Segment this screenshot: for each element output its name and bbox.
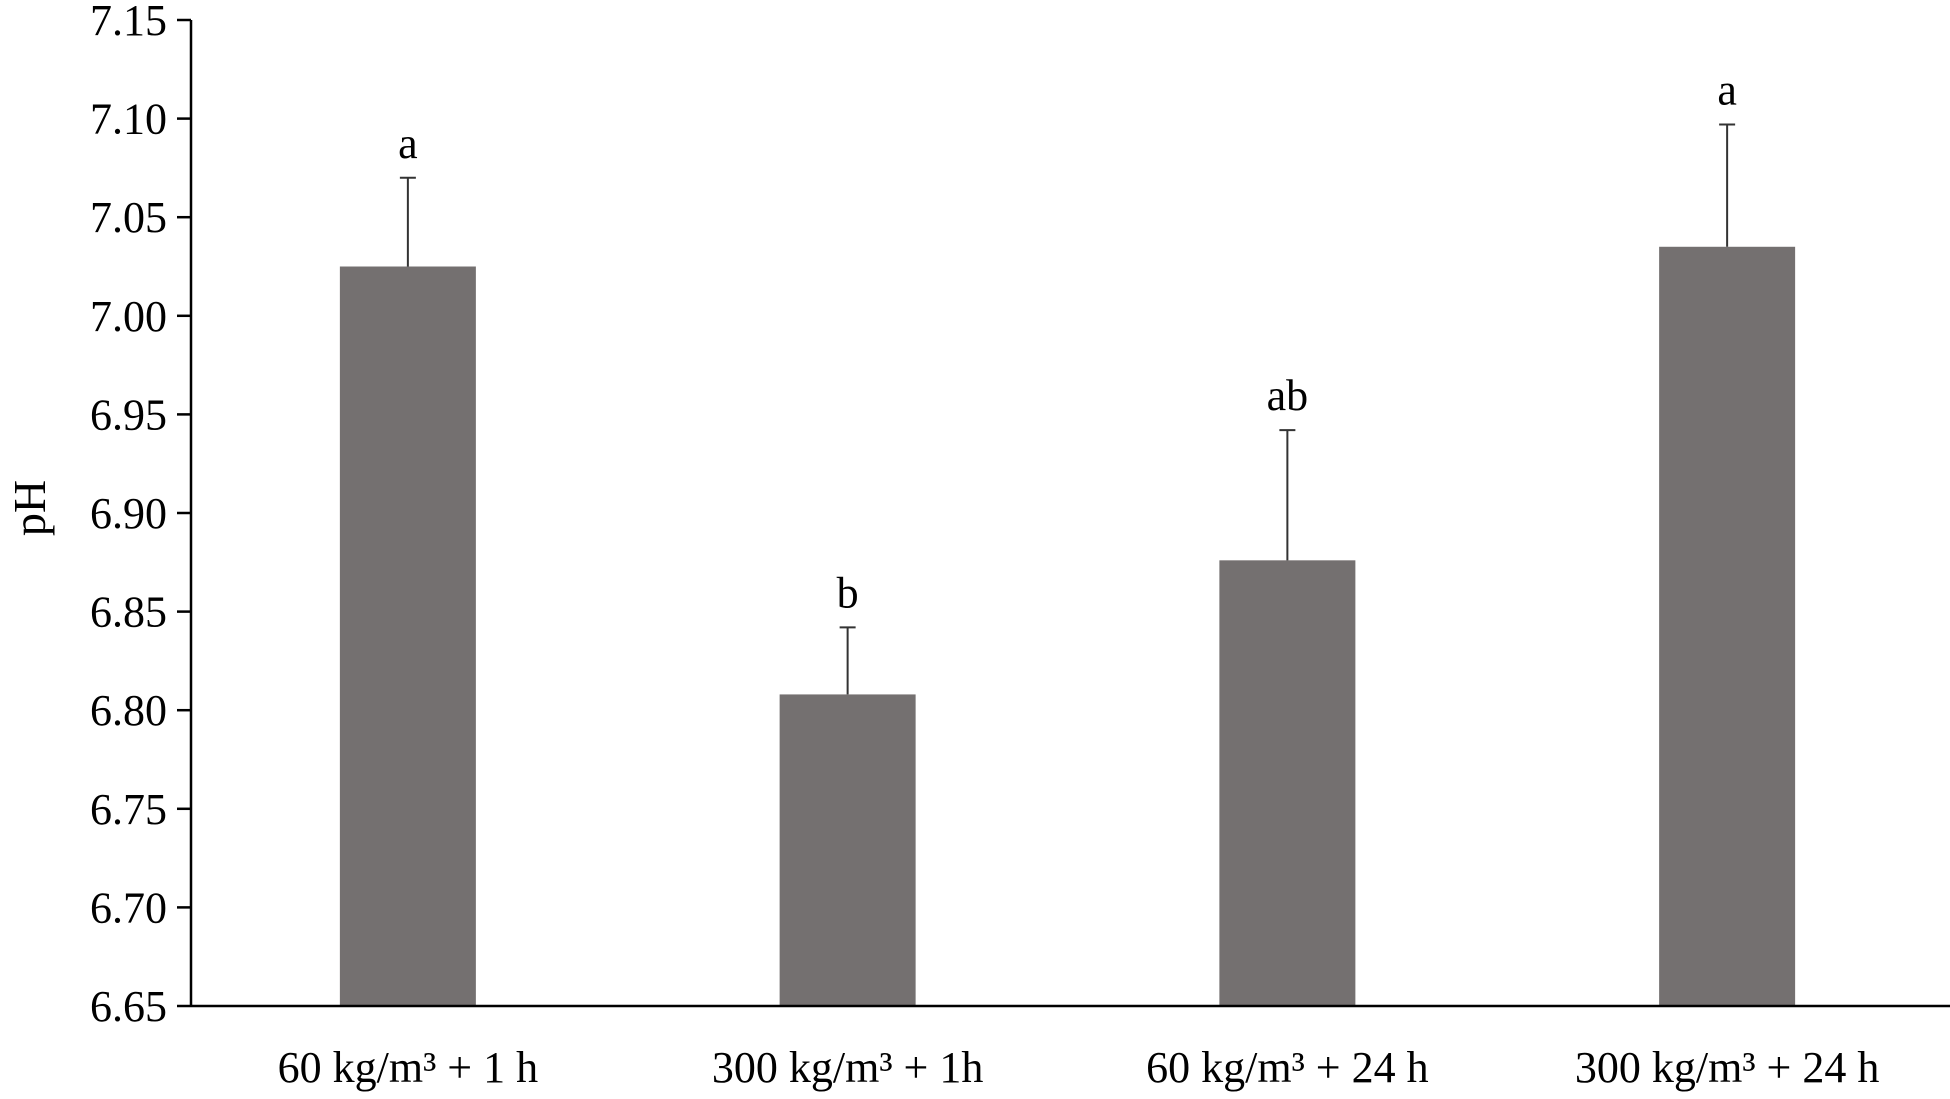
significance-label: ab	[1267, 371, 1309, 420]
bar	[1219, 560, 1356, 1006]
bar	[779, 694, 916, 1006]
y-tick-label: 6.95	[90, 390, 167, 439]
y-tick-label: 7.05	[90, 193, 167, 242]
y-tick-label: 6.85	[90, 588, 167, 637]
bar	[1659, 246, 1796, 1006]
y-tick-label: 7.00	[90, 292, 167, 341]
y-tick-label: 7.10	[90, 95, 167, 144]
category-labels: 60 kg/m³ + 1 h 300 kg/m³ + 1h 60 kg/m³ + 2…	[278, 1043, 1880, 1092]
bar	[339, 266, 476, 1006]
significance-label: a	[1717, 66, 1737, 115]
error-bars	[399, 123, 1736, 695]
x-category-label: 300 kg/m³ + 1h	[712, 1043, 983, 1092]
y-tick-label: 6.90	[90, 489, 167, 538]
x-category-label: 60 kg/m³ + 1 h	[278, 1043, 538, 1092]
significance-label: a	[398, 119, 418, 168]
y-tick-label: 6.70	[90, 883, 167, 932]
significance-label: b	[837, 568, 859, 617]
x-category-label: 300 kg/m³ + 24 h	[1575, 1043, 1879, 1092]
y-tick-label: 6.65	[90, 982, 167, 1031]
x-category-label: 60 kg/m³ + 24 h	[1146, 1043, 1428, 1092]
y-tick-label: 7.15	[90, 0, 167, 45]
y-axis-title: pH	[4, 480, 55, 536]
y-tick-label: 6.80	[90, 686, 167, 735]
bars	[339, 246, 1796, 1006]
y-axis-ticks: 6.65 6.70 6.75 6.80 6.85 6.90 6.95 7.00 7.05 7.10…	[90, 0, 191, 1031]
y-tick-label: 6.75	[90, 785, 167, 834]
